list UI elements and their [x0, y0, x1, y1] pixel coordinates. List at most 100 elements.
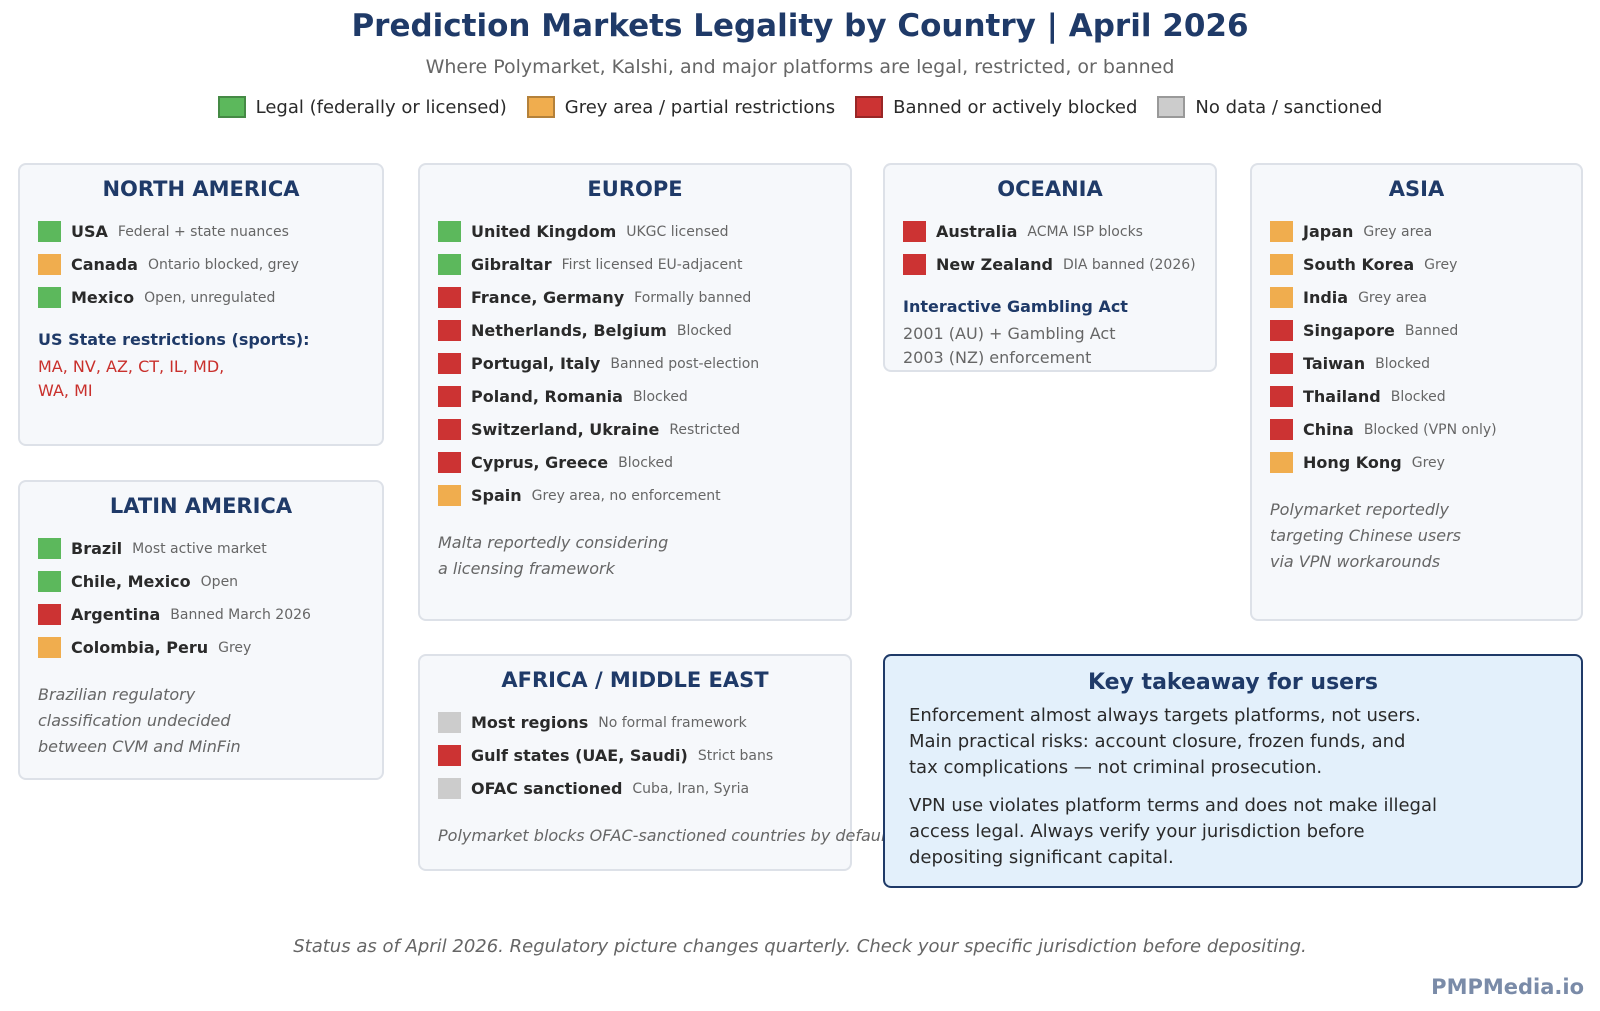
country-name: Gulf states (UAE, Saudi)	[471, 746, 688, 765]
status-swatch	[438, 287, 461, 308]
region-title: OCEANIA	[997, 177, 1103, 201]
region-title: AFRICA / MIDDLE EAST	[501, 668, 769, 692]
note-line: Polymarket reportedly	[1270, 500, 1449, 519]
country-name: Singapore	[1303, 321, 1395, 340]
legend-item: Legal (federally or licensed)	[217, 96, 507, 118]
legend-label: No data / sanctioned	[1195, 96, 1383, 118]
note-line: a licensing framework	[438, 559, 615, 578]
country-row: Japan Grey area	[1270, 215, 1563, 248]
status-swatch	[903, 221, 926, 242]
country-note: Cuba, Iran, Syria	[632, 780, 750, 797]
country-row: USA Federal + state nuances	[38, 215, 364, 248]
status-swatch	[903, 254, 926, 275]
status-swatch	[1270, 353, 1293, 374]
country-name: Most regions	[471, 713, 589, 732]
footer-note: Status as of April 2026. Regulatory pict…	[293, 936, 1307, 957]
country-name: Taiwan	[1303, 354, 1366, 373]
country-name: Australia	[936, 222, 1018, 241]
takeaway-line: Main practical risks: account closure, f…	[909, 731, 1406, 752]
takeaway-line: Enforcement almost always targets platfo…	[909, 705, 1421, 726]
legend-item: No data / sanctioned	[1157, 96, 1382, 118]
status-swatch	[38, 571, 61, 592]
country-name: Canada	[71, 255, 138, 274]
country-row: Netherlands, Belgium Blocked	[438, 314, 832, 347]
country-row: Cyprus, Greece Blocked	[438, 446, 832, 479]
legend-label: Banned or actively blocked	[893, 96, 1138, 118]
status-swatch	[438, 745, 461, 766]
country-row: Taiwan Blocked	[1270, 347, 1563, 380]
status-swatch	[38, 538, 61, 559]
status-swatch	[1270, 386, 1293, 407]
country-note: Grey	[1424, 256, 1458, 273]
country-row: China Blocked (VPN only)	[1270, 413, 1563, 446]
country-note: Blocked	[1390, 388, 1446, 405]
region-title: NORTH AMERICA	[102, 177, 300, 201]
country-row: Hong Kong Grey	[1270, 446, 1563, 479]
country-name: France, Germany	[471, 288, 625, 307]
region-panel: AFRICA / MIDDLE EAST Most regions No forma…	[418, 654, 892, 871]
status-swatch	[438, 254, 461, 275]
status-swatch	[38, 637, 61, 658]
country-note: DIA banned (2026)	[1062, 256, 1196, 273]
subheading: US State restrictions (sports):	[38, 330, 310, 349]
legend-swatch	[855, 96, 884, 118]
region-title: EUROPE	[587, 177, 683, 201]
status-swatch	[438, 320, 461, 341]
country-name: OFAC sanctioned	[471, 779, 623, 798]
country-name: Switzerland, Ukraine	[471, 420, 660, 439]
country-row: OFAC sanctioned Cuba, Iran, Syria	[438, 772, 832, 805]
country-row: Spain Grey area, no enforcement	[438, 479, 832, 512]
country-note: Most active market	[132, 540, 267, 557]
subtitle: Where Polymarket, Kalshi, and major plat…	[425, 56, 1175, 78]
country-note: Banned post-election	[610, 355, 760, 372]
country-note: Ontario blocked, grey	[147, 256, 299, 273]
takeaway-line: tax complications — not criminal prosecu…	[909, 757, 1323, 778]
region-panel: NORTH AMERICA USA Federal + state nuances C…	[18, 163, 384, 446]
status-swatch	[438, 485, 461, 506]
status-swatch	[38, 287, 61, 308]
country-row: Brazil Most active market	[38, 532, 364, 565]
country-note: Grey	[218, 639, 252, 656]
country-note: Banned March 2026	[170, 606, 311, 623]
country-row: Australia ACMA ISP blocks	[903, 215, 1197, 248]
status-swatch	[38, 254, 61, 275]
country-note: Blocked	[676, 322, 732, 339]
note-line: Brazilian regulatory	[38, 685, 196, 704]
detail-line: 2001 (AU) + Gambling Act	[903, 324, 1116, 343]
status-swatch	[438, 712, 461, 733]
status-swatch	[438, 221, 461, 242]
note-line: Polymarket blocks OFAC-sanctioned countr…	[438, 826, 892, 845]
country-name: Thailand	[1303, 387, 1381, 406]
country-note: Grey area, no enforcement	[531, 487, 721, 504]
country-row: Gibraltar First licensed EU-adjacent	[438, 248, 832, 281]
region-panel: EUROPE United Kingdom UKGC licensed Gibralt…	[418, 163, 852, 621]
country-name: Portugal, Italy	[471, 354, 601, 373]
region-panel: OCEANIA Australia ACMA ISP blocks New Zeala…	[883, 163, 1217, 372]
status-swatch	[438, 419, 461, 440]
note-line: via VPN workarounds	[1270, 552, 1441, 571]
takeaway-title: Key takeaway for users	[1087, 670, 1379, 695]
country-name: Brazil	[71, 539, 123, 558]
legend-swatch	[1157, 96, 1186, 118]
takeaway-box: Key takeaway for users Enforcement almos…	[883, 654, 1583, 888]
legend: Legal (federally or licensed) Grey area /…	[0, 96, 1600, 118]
country-name: Colombia, Peru	[71, 638, 209, 657]
country-note: ACMA ISP blocks	[1027, 223, 1143, 240]
region-panel: LATIN AMERICA Brazil Most active market Chi…	[18, 480, 384, 780]
note-line: between CVM and MinFin	[38, 737, 241, 756]
region-title: LATIN AMERICA	[109, 494, 293, 518]
country-note: First licensed EU-adjacent	[561, 256, 743, 273]
country-row: United Kingdom UKGC licensed	[438, 215, 832, 248]
country-name: Spain	[471, 486, 522, 505]
country-row: Chile, Mexico Open	[38, 565, 364, 598]
country-row: Singapore Banned	[1270, 314, 1563, 347]
country-row: Mexico Open, unregulated	[38, 281, 364, 314]
country-name: Cyprus, Greece	[471, 453, 609, 472]
country-note: Open	[200, 573, 239, 590]
status-swatch	[38, 221, 61, 242]
status-swatch	[438, 778, 461, 799]
country-note: Strict bans	[697, 747, 774, 764]
brand: PMPMedia.io	[1431, 975, 1584, 999]
country-row: South Korea Grey	[1270, 248, 1563, 281]
